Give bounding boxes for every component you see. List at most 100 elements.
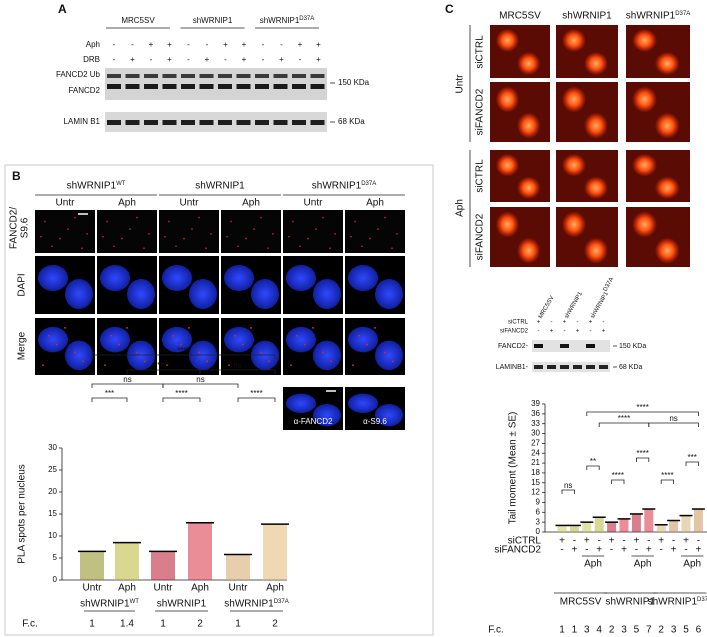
western-blot [532, 340, 610, 352]
condition-label: Aph [634, 559, 652, 570]
significance-label: **** [177, 346, 189, 355]
treatment-sign: + [695, 545, 701, 556]
treatment-sign: + [537, 320, 541, 326]
lane-header: shWRNIP1 [564, 291, 584, 320]
y-tick-label: 33 [531, 419, 540, 428]
superscript: D37A [274, 599, 289, 605]
mean-bar [656, 524, 666, 532]
significance-label: **** [618, 414, 630, 423]
panel-label: B [12, 169, 21, 183]
fold-change: 2 [272, 619, 278, 630]
treatment-sign: - [538, 329, 540, 335]
lane-header: MRC5SV [538, 295, 556, 320]
treatment-sign: - [660, 545, 663, 556]
control-label: α-FANCD2 [294, 417, 333, 426]
condition-label: Aph [118, 198, 136, 209]
y-tick-label: 0 [53, 575, 58, 584]
significance-bracket [91, 383, 164, 388]
treatment-sign: - [697, 536, 700, 547]
fold-change: 2 [658, 625, 664, 636]
significance-bracket [685, 461, 699, 466]
treatment-sign: + [571, 545, 577, 556]
treatment-sign: + [658, 536, 664, 547]
treatment-sign: + [298, 40, 303, 49]
mean-bar [115, 542, 139, 580]
treatment-sign: + [223, 40, 228, 49]
row-label: FANCD2/ [9, 207, 20, 249]
significance-bracket [91, 354, 276, 359]
significance-label: *** [688, 453, 697, 462]
treatment-sign: - [262, 55, 265, 64]
treatment-sign: - [684, 545, 687, 556]
treatment-sign: - [551, 320, 553, 326]
group-label: shWRNIP1D37A [648, 597, 707, 608]
treatment-label: siCTRL [508, 536, 542, 547]
mean-bar [644, 509, 654, 532]
significance-bracket [598, 422, 650, 427]
mean-bar [226, 554, 250, 580]
mean-bar [188, 522, 212, 580]
superscript: D37A [361, 181, 376, 187]
row-label: S9.6 [20, 217, 31, 238]
treatment-sign: + [609, 536, 615, 547]
treatment-sign: - [187, 40, 190, 49]
treatment-sign: - [598, 536, 601, 547]
y-tick-label: 36 [531, 409, 540, 418]
y-tick-label: 9 [536, 498, 541, 507]
treatment-sign: + [589, 320, 593, 326]
mean-bar [631, 513, 641, 532]
significance-label: **** [175, 389, 187, 398]
column-header: shWRNIP1 [195, 181, 245, 192]
comet-images [469, 25, 690, 267]
fold-change: 7 [646, 625, 652, 636]
fold-change: 1 [559, 625, 565, 636]
y-tick-label: 30 [48, 443, 57, 452]
treatment-sign: + [167, 40, 172, 49]
fold-change: 4 [596, 625, 602, 636]
fold-change: 6 [696, 625, 702, 636]
treatment-sign: - [113, 55, 116, 64]
treatment-label: DRB [83, 55, 100, 64]
significance-bracket [611, 479, 625, 484]
fold-change: 1.4 [120, 619, 134, 630]
western-blot [105, 68, 327, 100]
treatment-sign: - [603, 320, 605, 326]
treatment-sign: - [131, 40, 134, 49]
size-label: 150 KDa [338, 78, 370, 87]
treatment-sign: - [224, 55, 227, 64]
significance-label: **** [661, 471, 673, 480]
significance-bracket [237, 397, 276, 402]
treatment-sign: - [590, 329, 592, 335]
y-tick-label: 39 [531, 399, 540, 408]
micrographs [35, 210, 405, 430]
panel-frame [4, 164, 434, 636]
fold-change-label: F.c. [488, 625, 504, 636]
significance-bracket [91, 397, 128, 402]
fold-change: 3 [621, 625, 627, 636]
treatment-sign: - [206, 40, 209, 49]
mean-bar [669, 520, 679, 532]
significance-bracket [586, 465, 600, 470]
treatment-sign: - [647, 536, 650, 547]
treatment-sign: + [596, 545, 602, 556]
western-blot [105, 112, 327, 132]
column-header: shWRNIP1 [193, 16, 233, 25]
y-tick-label: 5 [53, 553, 58, 562]
condition-label: Aph [242, 198, 260, 209]
y-tick-label: 15 [531, 478, 540, 487]
fold-change: 1 [89, 619, 95, 630]
panel-label: A [58, 2, 67, 16]
treatment-sign: - [577, 320, 579, 326]
y-axis-title: PLA spots per nucleus [17, 464, 28, 564]
treatment-sign: - [672, 536, 675, 547]
treatment-sign: - [622, 536, 625, 547]
treatment-sign: + [646, 545, 652, 556]
y-tick-label: 24 [531, 448, 540, 457]
mean-bar [80, 551, 104, 580]
treatment-sign: + [602, 329, 606, 335]
treatment-label: Aph [86, 40, 100, 49]
superscript: WT [130, 599, 140, 605]
treatment-sign: + [576, 329, 580, 335]
treatment-sign: + [279, 55, 284, 64]
